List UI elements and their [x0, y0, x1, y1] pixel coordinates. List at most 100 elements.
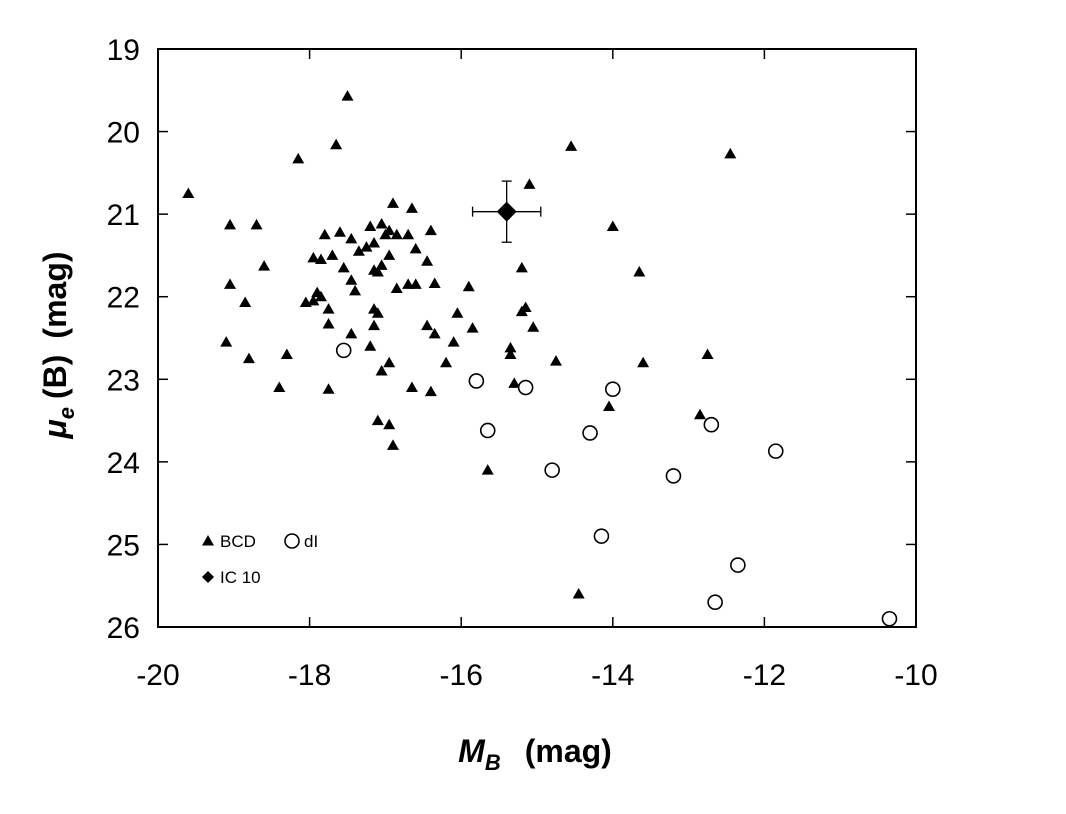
x-axis-title: MB (mag) — [458, 733, 612, 775]
bcd-point — [440, 356, 453, 368]
bcd-point — [386, 197, 399, 208]
bcd-point — [322, 383, 335, 394]
bcd-point — [481, 464, 494, 475]
bcd-point — [280, 348, 293, 360]
bcd-point — [371, 414, 384, 426]
bcd-point — [421, 255, 434, 266]
bcd-point — [383, 418, 396, 430]
bcd-point — [220, 336, 233, 347]
bcd-point — [299, 296, 312, 307]
y-tick-label: 22 — [107, 282, 140, 315]
x-tick-label: -16 — [440, 659, 483, 692]
bcd-point — [292, 152, 305, 164]
bcd-point — [504, 341, 517, 353]
bcd-point — [307, 251, 320, 263]
bcd-point — [314, 253, 327, 265]
bcd-point — [352, 245, 365, 256]
bcd-point — [409, 278, 422, 289]
bcd-point — [405, 381, 418, 393]
bcd-point — [572, 587, 585, 599]
di-point — [730, 557, 746, 573]
bcd-point — [379, 228, 392, 240]
y-tick-label: 19 — [107, 34, 140, 67]
bcd-point — [383, 356, 396, 368]
bcd-point — [402, 228, 415, 240]
y-tick-label: 21 — [107, 199, 140, 232]
bcd-point — [224, 218, 237, 230]
bcd-point — [318, 228, 331, 240]
x-tick-label: -20 — [136, 659, 179, 692]
bcd-point — [515, 305, 528, 317]
bcd-point — [314, 290, 327, 302]
bcd-point — [258, 260, 271, 271]
x-tick-label: -12 — [743, 659, 786, 692]
y-tick-label: 25 — [107, 529, 140, 562]
di-point — [707, 594, 723, 611]
x-axis-title-main: M — [458, 733, 486, 769]
di-point — [665, 468, 682, 484]
y-axis-title-mid: (B) — [37, 355, 73, 399]
bcd-point — [326, 249, 339, 260]
bcd-point — [383, 249, 396, 260]
bcd-point — [633, 265, 646, 277]
di-point — [544, 462, 560, 478]
legend-ic-10-label: IC 10 — [220, 568, 261, 587]
bcd-point — [368, 237, 381, 248]
plot-frame — [157, 48, 917, 628]
data-marks — [182, 90, 898, 627]
bcd-point — [515, 261, 528, 273]
y-tick-label: 24 — [107, 447, 140, 480]
x-axis-title-sub: B — [485, 750, 501, 775]
bcd-point — [322, 303, 335, 314]
bcd-point — [273, 381, 286, 393]
y-axis-title-sub: e — [54, 407, 79, 419]
bcd-point — [375, 365, 388, 376]
x-tick-label: -14 — [591, 659, 634, 692]
x-tick-label: -18 — [288, 659, 331, 692]
bcd-point — [409, 242, 422, 254]
y-tick-label: 20 — [107, 117, 140, 150]
bcd-point — [466, 322, 479, 333]
bcd-point — [523, 178, 536, 189]
bcd-point — [375, 218, 388, 229]
bcd-point — [242, 352, 255, 364]
bcd-point — [307, 294, 320, 306]
bcd-point — [371, 307, 384, 318]
bcd-point — [603, 400, 616, 412]
legend-ic-10-marker — [202, 571, 214, 583]
bcd-point — [224, 278, 237, 289]
di-point — [517, 379, 534, 396]
bcd-point — [402, 278, 415, 289]
di-point — [881, 610, 898, 627]
bcd-point — [447, 336, 460, 347]
di-point — [593, 528, 610, 544]
bcd-point — [405, 202, 418, 213]
bcd-point — [345, 327, 358, 339]
bcd-point — [693, 408, 706, 420]
bcd-point — [424, 385, 437, 397]
bcd-point — [345, 232, 358, 244]
bcd-point — [508, 377, 521, 388]
bcd-point — [368, 319, 381, 331]
bcd-point — [549, 355, 562, 366]
bcd-point — [182, 187, 195, 198]
ic-10-point — [496, 201, 517, 222]
y-tick-label: 23 — [107, 364, 140, 397]
x-tick-label: -10 — [894, 659, 937, 692]
bcd-point — [341, 90, 354, 101]
y-axis-title-main: μ — [37, 419, 73, 439]
y-axis-title: μe (B) (mag) — [37, 251, 79, 439]
di-point — [582, 425, 598, 441]
bcd-point — [345, 274, 358, 285]
legend-bcd-label: BCD — [220, 532, 256, 551]
bcd-point — [364, 340, 377, 351]
bcd-point — [333, 226, 346, 237]
legend: BCD dI IC 10 — [202, 532, 318, 587]
bcd-point — [637, 356, 650, 368]
bcd-point — [428, 277, 441, 289]
bcd-point — [330, 138, 343, 150]
bcd-point — [337, 261, 350, 273]
bcd-point — [504, 348, 517, 360]
bcd-point — [250, 218, 263, 230]
